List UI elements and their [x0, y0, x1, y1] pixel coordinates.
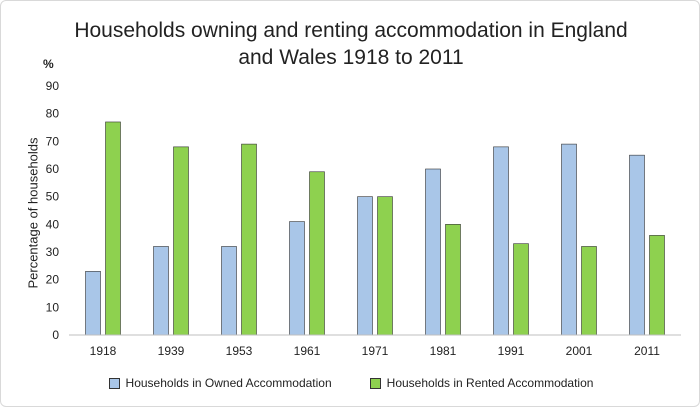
x-tick-label: 1981 [430, 344, 457, 358]
chart-title-line-1: Households owning and renting accommodat… [74, 19, 628, 42]
bar-owned-1961 [289, 221, 305, 336]
chart-legend: Households in Owned Accommodation Househo… [1, 376, 700, 390]
y-tick-label: 60 [46, 162, 60, 176]
x-tick-label: 1953 [226, 344, 253, 358]
legend-item-rented: Households in Rented Accommodation [369, 376, 594, 390]
bar-owned-1991 [493, 146, 509, 336]
y-tick-label: 90 [46, 79, 60, 93]
x-tick-label: 1971 [362, 344, 389, 358]
y-tick-label: 0 [52, 328, 59, 342]
legend-swatch [108, 377, 120, 389]
bar-owned-1939 [153, 246, 169, 336]
bar-owned-2011 [629, 154, 645, 336]
x-tick-label: 1918 [90, 344, 117, 358]
y-axis-unit: % [43, 57, 54, 71]
legend-label: Households in Owned Accommodation [125, 376, 332, 390]
x-tick-label: 2001 [566, 344, 593, 358]
y-tick-label: 30 [46, 245, 60, 259]
y-tick-label: 10 [46, 300, 60, 314]
legend-label: Households in Rented Accommodation [386, 376, 594, 390]
y-tick-label: 20 [46, 273, 60, 287]
bar-owned-1971 [357, 196, 373, 336]
bar-owned-2001 [561, 143, 577, 336]
bar-rented-2001 [581, 246, 597, 336]
bar-owned-1918 [85, 271, 101, 336]
y-tick-label: 70 [46, 134, 60, 148]
x-tick-label: 1961 [294, 344, 321, 358]
bar-rented-2011 [649, 235, 665, 336]
x-tick-label: 1991 [498, 344, 525, 358]
bar-rented-1939 [173, 146, 189, 336]
bar-rented-1918 [105, 121, 121, 336]
x-tick-label: 2011 [634, 344, 660, 358]
bar-rented-1991 [513, 243, 529, 336]
bar-rented-1953 [241, 143, 257, 336]
bar-rented-1981 [445, 224, 461, 336]
legend-item-owned: Households in Owned Accommodation [108, 376, 332, 390]
y-tick-label: 50 [46, 190, 60, 204]
x-tick-label: 1939 [158, 344, 185, 358]
y-tick-label: 40 [46, 217, 60, 231]
legend-swatch [369, 377, 381, 389]
bar-rented-1961 [309, 171, 325, 336]
bar-owned-1981 [425, 168, 441, 336]
y-tick-label: 80 [46, 107, 60, 121]
bar-owned-1953 [221, 246, 237, 336]
chart-title-line-2: and Wales 1918 to 2011 [238, 46, 464, 69]
bar-rented-1971 [377, 196, 393, 336]
